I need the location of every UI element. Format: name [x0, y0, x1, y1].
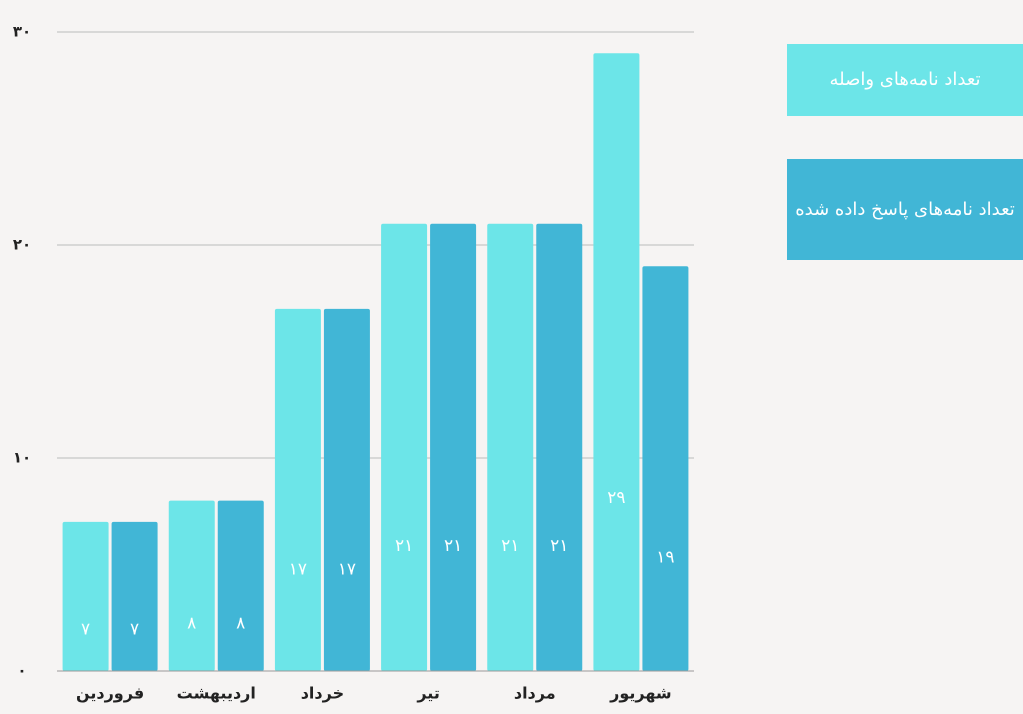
x-tick-label: شهریور	[609, 684, 672, 703]
bar	[536, 223, 583, 671]
y-tick-label: ۱۰	[13, 449, 31, 467]
bar	[168, 500, 215, 671]
data-label: ۱۹	[656, 548, 674, 568]
bar	[381, 223, 428, 671]
bar	[323, 308, 370, 671]
legend-entry: تعداد نامه‌های پاسخ داده شده	[787, 159, 1023, 260]
bar	[62, 521, 109, 671]
bar	[430, 223, 477, 671]
y-tick-label: ۰	[17, 662, 26, 680]
x-tick-label: اردیبهشت	[177, 684, 256, 703]
x-tick-label: فروردین	[76, 684, 144, 703]
data-label: ۲۱	[444, 536, 462, 556]
bar	[217, 500, 264, 671]
data-label: ۷	[130, 619, 139, 639]
x-tick-label: خرداد	[301, 684, 344, 703]
data-label: ۲۱	[501, 536, 519, 556]
data-label: ۱۷	[338, 560, 356, 580]
data-label: ۲۹	[607, 488, 625, 508]
data-label: ۷	[81, 619, 90, 639]
y-tick-label: ۳۰	[13, 23, 31, 41]
data-label: ۸	[236, 613, 245, 633]
bar	[593, 53, 640, 672]
bar	[111, 521, 158, 671]
bar	[642, 266, 689, 671]
data-label: ۸	[187, 613, 196, 633]
data-label: ۲۱	[395, 536, 413, 556]
bar	[487, 223, 534, 671]
data-label: ۱۷	[289, 560, 307, 580]
data-label: ۲۱	[550, 536, 568, 556]
x-tick-label: مرداد	[514, 684, 556, 703]
legend-entry: تعداد نامه‌های واصله	[787, 44, 1023, 116]
y-tick-label: ۲۰	[13, 236, 31, 254]
x-tick-label: تیر	[416, 684, 440, 703]
bar	[274, 308, 321, 671]
